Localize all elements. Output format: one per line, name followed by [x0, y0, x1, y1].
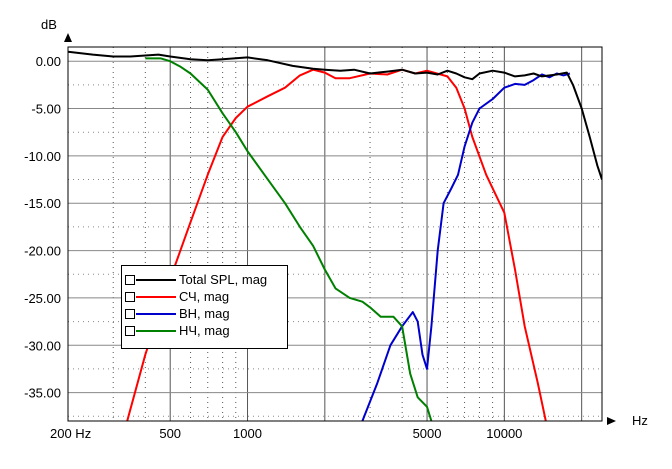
legend-swatch	[136, 330, 176, 332]
y-tick-label: 0.00	[36, 54, 61, 69]
legend-label: СЧ, mag	[179, 289, 230, 304]
y-axis-arrow	[64, 33, 72, 42]
y-tick-label: -10.00	[24, 149, 61, 164]
y-axis-unit: dB	[41, 17, 57, 32]
y-tick-label: -5.00	[31, 102, 61, 117]
legend-label: ВН, mag	[179, 306, 230, 321]
plot-frame	[67, 46, 603, 422]
legend-label: НЧ, mag	[179, 323, 230, 338]
legend-checkbox[interactable]	[125, 275, 135, 285]
y-tick-label: -30.00	[24, 338, 61, 353]
x-tick-label: 5000	[413, 426, 442, 441]
series-line	[126, 68, 547, 421]
x-axis-arrow	[607, 417, 616, 425]
plot-background	[68, 47, 602, 421]
x-axis-unit: Hz	[632, 413, 648, 428]
x-tick-label: 500	[159, 426, 181, 441]
legend: Total SPL, mag СЧ, mag ВН, mag НЧ, mag	[121, 265, 288, 349]
y-tick-label: -25.00	[24, 291, 61, 306]
legend-checkbox[interactable]	[125, 309, 135, 319]
x-axis-ticks: 200 Hz 500 1000 5000 10000	[50, 426, 522, 441]
x-tick-label: 1000	[233, 426, 262, 441]
legend-item-high[interactable]: ВН, mag	[122, 306, 287, 322]
legend-item-mid[interactable]: СЧ, mag	[122, 289, 287, 305]
y-tick-label: -20.00	[24, 244, 61, 259]
legend-item-total[interactable]: Total SPL, mag	[122, 272, 287, 288]
series-line	[145, 57, 433, 421]
y-tick-label: -35.00	[24, 386, 61, 401]
x-tick-label: 200 Hz	[50, 426, 91, 441]
legend-checkbox[interactable]	[125, 326, 135, 336]
series-group	[68, 50, 602, 421]
legend-swatch	[136, 296, 176, 298]
y-tick-label: -15.00	[24, 196, 61, 211]
x-tick-label: 10000	[486, 426, 522, 441]
legend-swatch	[136, 313, 176, 315]
series-line	[68, 50, 602, 180]
legend-checkbox[interactable]	[125, 292, 135, 302]
legend-label: Total SPL, mag	[179, 272, 268, 287]
y-axis-ticks: 0.00 -5.00 -10.00 -15.00 -20.00 -25.00 -30.00 -…	[24, 54, 61, 400]
legend-item-low[interactable]: НЧ, mag	[122, 323, 287, 339]
legend-swatch	[136, 279, 176, 281]
